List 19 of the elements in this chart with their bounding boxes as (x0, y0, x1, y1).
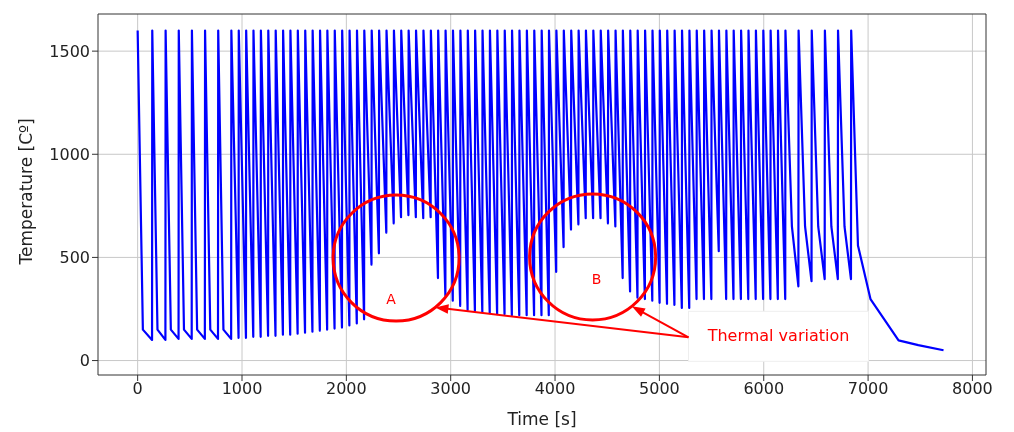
x-tick-label: 7000 (847, 379, 889, 399)
line-series (136, 29, 945, 352)
y-axis-title: Temperature [Cº] (16, 118, 37, 266)
annotation: B (591, 270, 602, 287)
x-tick-label: 5000 (639, 379, 680, 399)
x-tick-label: 3000 (430, 379, 472, 399)
y-tick-label: 0 (79, 351, 90, 371)
x-axis-title: Time [s] (506, 409, 577, 429)
annotation: Thermal variation (706, 326, 850, 346)
y-tick-label: 1500 (49, 41, 90, 61)
y-tick-label: 1000 (49, 144, 90, 164)
x-tick-label: 1000 (221, 379, 263, 399)
annotation: A (386, 290, 397, 307)
y-tick-label: 500 (59, 248, 90, 268)
x-tick-label: 0 (132, 379, 143, 399)
x-tick-label: 8000 (952, 379, 993, 399)
x-tick-label: 2000 (325, 379, 367, 399)
x-tick-label: 6000 (743, 379, 785, 399)
x-tick-label: 4000 (534, 379, 576, 399)
